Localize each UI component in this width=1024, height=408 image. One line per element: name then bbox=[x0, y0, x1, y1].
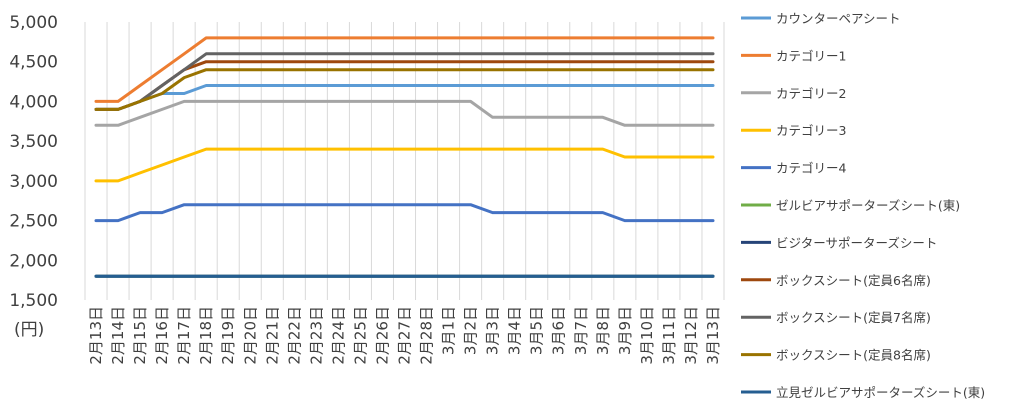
x-tick-label: 2月19日 bbox=[219, 306, 237, 365]
legend-label: ボックスシート(定員6名席) bbox=[776, 273, 931, 288]
x-tick-label: 3月3日 bbox=[484, 306, 502, 355]
x-tick-label: 2月18日 bbox=[197, 306, 215, 365]
x-tick-label: 2月25日 bbox=[351, 306, 369, 365]
y-tick-label: 4,500 bbox=[9, 53, 58, 73]
series-line-5 bbox=[94, 203, 715, 223]
gridlines bbox=[84, 22, 725, 300]
legend-label: 立見ゼルビアサポーターズシート(東) bbox=[776, 385, 985, 400]
x-tick-label: 3月9日 bbox=[616, 306, 634, 355]
x-tick-label: 2月21日 bbox=[263, 306, 281, 365]
y-tick-label: 5,000 bbox=[9, 13, 58, 33]
x-tick-label: 2月22日 bbox=[285, 306, 303, 365]
legend-label: ビジターサポーターズシート bbox=[776, 235, 937, 250]
y-axis-ticks: 5,000 4,500 4,000 3,500 3,000 2,500 2,000 1,500 bbox=[9, 13, 58, 311]
x-tick-label: 2月28日 bbox=[418, 306, 436, 365]
x-tick-label: 2月26日 bbox=[373, 306, 391, 365]
y-tick-label: 2,500 bbox=[9, 212, 58, 232]
x-tick-label: 3月1日 bbox=[440, 306, 458, 355]
y-tick-label: 4,000 bbox=[9, 92, 58, 112]
x-tick-label: 3月7日 bbox=[572, 306, 590, 355]
y-tick-label: 1,500 bbox=[9, 291, 58, 311]
y-tick-label: 3,000 bbox=[9, 172, 58, 192]
series-line-8 bbox=[94, 60, 715, 111]
x-tick-label: 2月16日 bbox=[153, 306, 171, 365]
x-tick-label: 3月12日 bbox=[682, 306, 700, 365]
x-tick-label: 3月6日 bbox=[550, 306, 568, 355]
x-tick-label: 3月11日 bbox=[660, 306, 678, 365]
x-tick-label: 2月13日 bbox=[87, 306, 105, 365]
x-tick-label: 2月23日 bbox=[307, 306, 325, 365]
series-line-10 bbox=[94, 68, 715, 111]
x-tick-label: 2月20日 bbox=[241, 306, 259, 365]
x-tick-label: 2月27日 bbox=[396, 306, 414, 365]
x-tick-label: 3月4日 bbox=[506, 306, 524, 355]
legend-label: カテゴリー1 bbox=[776, 48, 846, 63]
x-tick-label: 2月24日 bbox=[329, 306, 347, 365]
y-tick-label: 3,500 bbox=[9, 132, 58, 152]
x-tick-label: 2月14日 bbox=[109, 306, 127, 365]
legend-label: カウンターペアシート bbox=[776, 11, 901, 26]
x-tick-label: 3月13日 bbox=[704, 306, 722, 365]
y-axis-unit-label: (円) bbox=[14, 320, 44, 340]
series-line-1 bbox=[94, 84, 715, 111]
series-line-2 bbox=[94, 36, 715, 103]
series-line-4 bbox=[94, 147, 715, 183]
legend-label: ボックスシート(定員8名席) bbox=[776, 348, 931, 363]
series-lines bbox=[94, 36, 715, 278]
legend-label: ボックスシート(定員7名席) bbox=[776, 310, 931, 325]
series-line-9 bbox=[94, 52, 715, 111]
x-tick-label: 3月5日 bbox=[528, 306, 546, 355]
x-tick-label: 3月2日 bbox=[462, 306, 480, 355]
legend-label: ゼルビアサポーターズシート(東) bbox=[776, 198, 960, 213]
x-axis-ticks: 2月13日 2月14日 2月15日 2月16日 2月17日 2月18日 2月19日 2月20日… bbox=[87, 306, 722, 365]
x-tick-label: 3月10日 bbox=[638, 306, 656, 365]
legend-label: カテゴリー4 bbox=[776, 161, 847, 176]
y-tick-label: 2,000 bbox=[9, 251, 58, 271]
legend-label: カテゴリー2 bbox=[776, 86, 846, 101]
x-tick-label: 2月17日 bbox=[175, 306, 193, 365]
legend-label: カテゴリー3 bbox=[776, 123, 846, 138]
x-tick-label: 2月15日 bbox=[131, 306, 149, 365]
series-line-3 bbox=[94, 99, 715, 127]
x-tick-label: 3月8日 bbox=[594, 306, 612, 355]
